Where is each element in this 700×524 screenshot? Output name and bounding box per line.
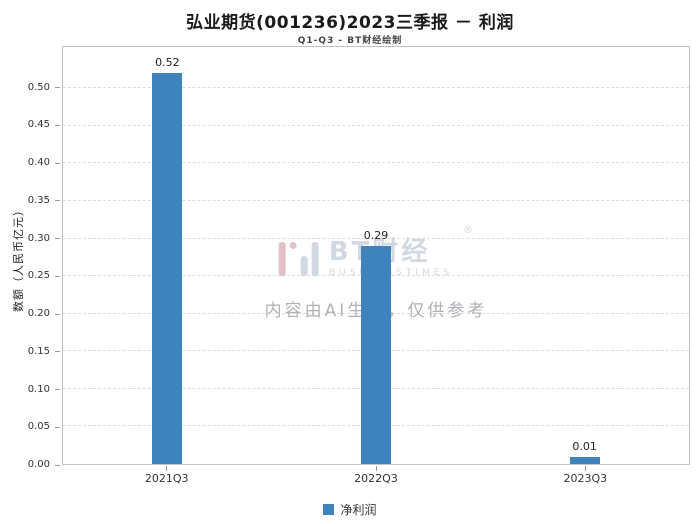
y-tick-mark bbox=[55, 313, 60, 315]
y-tick-label: 0.35 bbox=[27, 194, 50, 206]
x-tick-label: 2021Q3 bbox=[144, 472, 189, 485]
y-axis: 0.00 0.05 0.10 0.15 0.20 0.25 0.30 0.35 0.40 0.45… bbox=[0, 46, 60, 470]
bt-logo-icon bbox=[278, 241, 319, 276]
legend-marker bbox=[323, 504, 335, 515]
bar-value-label: 0.01 bbox=[572, 439, 597, 453]
y-tick-label: 0.30 bbox=[27, 232, 50, 244]
page-subtitle: Q1-Q3 - BT财经绘制 bbox=[297, 36, 403, 46]
legend: 净利润 bbox=[0, 501, 700, 518]
plot-area: BT财经 BUSINESSTIMES ® 内容由AI生成，仅供参考 0.520.… bbox=[62, 46, 690, 465]
y-tick-mark bbox=[55, 275, 60, 277]
y-tick-label: 0.15 bbox=[27, 345, 50, 357]
bar bbox=[569, 456, 600, 464]
gridline bbox=[63, 87, 689, 89]
logo-bar-icon bbox=[311, 241, 319, 276]
y-tick-label: 0.10 bbox=[27, 383, 50, 395]
y-tick-label: 0.00 bbox=[27, 459, 50, 470]
y-tick-mark bbox=[55, 124, 60, 126]
x-tick-label: 2022Q3 bbox=[354, 472, 398, 485]
bar-value-label: 0.52 bbox=[155, 56, 180, 70]
bar-value-label: 0.29 bbox=[363, 229, 389, 243]
registered-trademark-icon: ® bbox=[463, 225, 474, 236]
logo-bar-icon bbox=[278, 241, 286, 276]
y-tick-label: 0.45 bbox=[27, 119, 50, 131]
y-tick-mark bbox=[55, 238, 60, 240]
y-tick-label: 0.50 bbox=[27, 81, 50, 93]
y-tick-mark bbox=[55, 162, 60, 164]
y-tick-label: 0.05 bbox=[27, 421, 50, 433]
x-tick-mark bbox=[166, 466, 168, 471]
bar bbox=[361, 246, 391, 464]
gridline bbox=[63, 237, 689, 239]
y-tick-mark bbox=[55, 464, 60, 466]
bar bbox=[152, 73, 183, 464]
logo-dot-icon bbox=[289, 241, 297, 249]
legend-label: 净利润 bbox=[340, 503, 377, 517]
y-tick-label: 0.25 bbox=[27, 270, 50, 282]
y-tick-label: 0.40 bbox=[27, 157, 50, 169]
page-title: 弘业期货(001236)2023三季报 － 利润 bbox=[186, 13, 514, 33]
y-tick-mark bbox=[55, 426, 60, 428]
gridline bbox=[63, 200, 689, 202]
y-tick-mark bbox=[55, 200, 60, 202]
y-tick-label: 0.20 bbox=[27, 308, 50, 320]
x-tick-mark bbox=[375, 466, 377, 471]
x-tick-label: 2023Q3 bbox=[563, 472, 608, 485]
y-tick-mark bbox=[55, 389, 60, 391]
y-tick-mark bbox=[55, 351, 60, 353]
x-tick-mark bbox=[584, 466, 586, 471]
y-tick-mark bbox=[55, 87, 60, 89]
gridline bbox=[63, 162, 689, 164]
logo-bar-icon bbox=[300, 255, 308, 276]
x-axis: 2021Q3 2022Q3 2023Q3 bbox=[62, 466, 690, 488]
gridline bbox=[63, 124, 689, 126]
